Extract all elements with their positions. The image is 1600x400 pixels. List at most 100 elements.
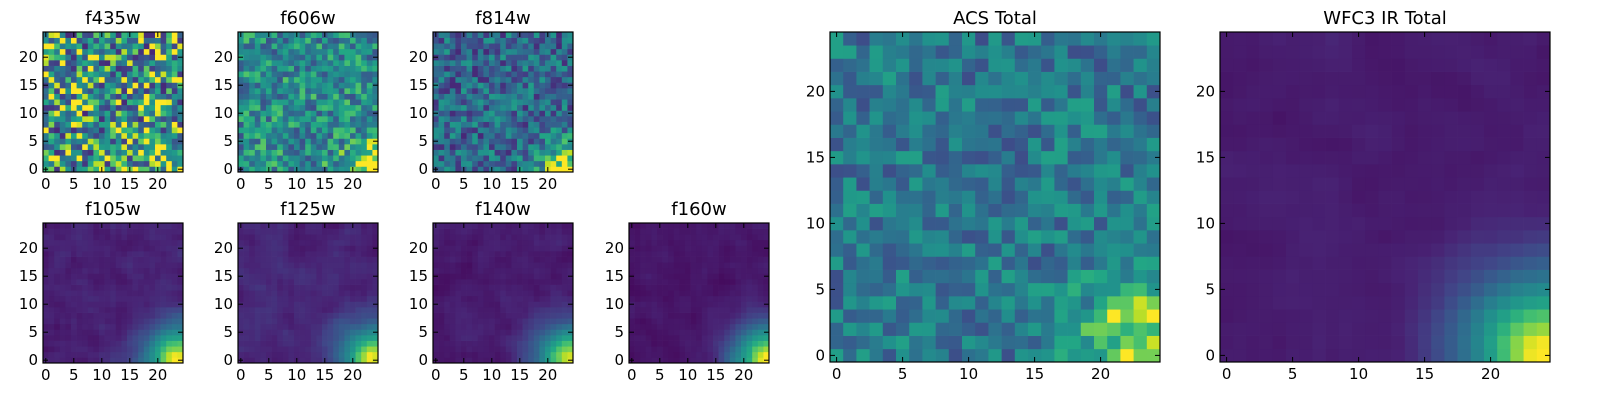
heatmap-cell bbox=[545, 284, 551, 291]
heatmap-cell bbox=[104, 351, 111, 358]
heatmap-cell bbox=[132, 340, 139, 347]
heatmap-cell bbox=[757, 318, 764, 325]
heatmap-cell bbox=[679, 351, 686, 358]
heatmap-cell bbox=[361, 335, 368, 341]
heatmap-cell bbox=[634, 351, 641, 358]
heatmap-cell bbox=[361, 71, 368, 78]
heatmap-cell bbox=[449, 144, 456, 150]
heatmap-cell bbox=[724, 301, 731, 308]
heatmap-cell bbox=[511, 99, 518, 106]
heatmap-cell bbox=[104, 245, 111, 252]
heatmap-cell bbox=[59, 290, 66, 297]
heatmap-cell bbox=[333, 357, 340, 364]
heatmap-cell bbox=[350, 121, 356, 128]
heatmap-cell bbox=[338, 82, 345, 89]
heatmap-cell bbox=[48, 267, 55, 274]
heatmap-cell bbox=[1028, 230, 1042, 244]
heatmap-cell bbox=[752, 273, 759, 280]
heatmap-cell bbox=[679, 301, 686, 308]
heatmap-cell bbox=[707, 351, 714, 358]
heatmap-cell bbox=[522, 267, 529, 274]
heatmap-cell bbox=[305, 223, 312, 229]
heatmap-cell bbox=[333, 329, 340, 336]
heatmap-cell bbox=[177, 323, 184, 330]
heatmap-cell bbox=[494, 32, 501, 38]
heatmap-cell bbox=[310, 357, 317, 364]
heatmap-cell bbox=[166, 295, 173, 302]
heatmap-cell bbox=[935, 348, 950, 363]
heatmap-cell bbox=[455, 99, 462, 106]
heatmap-cell bbox=[350, 279, 356, 285]
heatmap-cell bbox=[662, 284, 669, 291]
heatmap-cell bbox=[556, 160, 563, 167]
heatmap-cell bbox=[896, 282, 910, 297]
heatmap-cell bbox=[528, 279, 535, 285]
heatmap-cell bbox=[260, 346, 267, 353]
heatmap-cell bbox=[294, 37, 300, 44]
heatmap-cell bbox=[922, 269, 936, 284]
heatmap-cell bbox=[132, 138, 139, 145]
heatmap-cell bbox=[735, 340, 742, 347]
heatmap-cell bbox=[338, 60, 345, 66]
x-tick-label: 0 bbox=[431, 366, 441, 384]
heatmap-cell bbox=[260, 245, 267, 252]
heatmap-cell bbox=[54, 132, 61, 139]
heatmap-cell bbox=[59, 245, 66, 252]
heatmap-cell bbox=[466, 234, 473, 241]
heatmap-cell bbox=[59, 166, 66, 173]
heatmap-cell bbox=[505, 60, 512, 66]
heatmap-cell bbox=[294, 160, 300, 167]
heatmap-cell bbox=[344, 76, 351, 83]
heatmap-cell bbox=[713, 273, 719, 280]
heatmap-cell bbox=[121, 32, 128, 38]
heatmap-cell bbox=[550, 76, 557, 83]
heatmap-cell bbox=[763, 295, 770, 302]
heatmap-cell bbox=[76, 228, 83, 235]
heatmap-cell bbox=[104, 251, 111, 257]
heatmap-cell bbox=[132, 290, 139, 297]
heatmap-cell bbox=[355, 335, 362, 341]
heatmap-cell bbox=[545, 262, 551, 269]
heatmap-cell bbox=[366, 290, 373, 297]
heatmap-cell bbox=[110, 239, 117, 246]
heatmap-cell bbox=[444, 295, 451, 302]
heatmap-cell bbox=[171, 127, 178, 134]
heatmap-cell bbox=[489, 279, 495, 285]
heatmap-cell bbox=[288, 65, 295, 72]
heatmap-cell bbox=[500, 245, 507, 252]
heatmap-cell bbox=[277, 88, 284, 94]
heatmap-cell bbox=[466, 307, 473, 313]
heatmap-cell bbox=[662, 262, 669, 269]
heatmap-cell bbox=[260, 223, 267, 229]
x-tick-label: 15 bbox=[315, 175, 334, 193]
heatmap-cell bbox=[115, 43, 122, 50]
heatmap-cell bbox=[556, 323, 563, 330]
heatmap-cell bbox=[260, 323, 267, 330]
heatmap-cell bbox=[249, 301, 256, 308]
heatmap-cell bbox=[673, 351, 680, 358]
heatmap-cell bbox=[455, 54, 462, 61]
heatmap-cell bbox=[143, 127, 150, 134]
x-tick-label: 5 bbox=[655, 366, 665, 384]
heatmap-cell bbox=[127, 284, 133, 291]
heatmap-cell bbox=[550, 132, 557, 139]
heatmap-cell bbox=[99, 82, 105, 89]
heatmap-cell bbox=[160, 110, 167, 117]
heatmap-cell bbox=[718, 346, 725, 353]
heatmap-cell bbox=[522, 340, 529, 347]
heatmap-cell bbox=[288, 251, 295, 257]
heatmap-cell bbox=[132, 37, 139, 44]
heatmap-cell bbox=[522, 166, 529, 173]
heatmap-cell bbox=[489, 346, 495, 353]
heatmap-cell bbox=[539, 335, 546, 341]
heatmap-cell bbox=[729, 346, 736, 353]
heatmap-cell bbox=[729, 290, 736, 297]
heatmap-cell bbox=[243, 329, 250, 336]
heatmap-cell bbox=[138, 262, 145, 269]
heatmap-cell bbox=[127, 245, 133, 252]
heatmap-cell bbox=[115, 228, 122, 235]
heatmap-cell bbox=[1001, 177, 1016, 191]
heatmap-cell bbox=[729, 279, 736, 285]
heatmap-cell bbox=[316, 160, 323, 167]
panel-title: f105w bbox=[85, 199, 140, 220]
